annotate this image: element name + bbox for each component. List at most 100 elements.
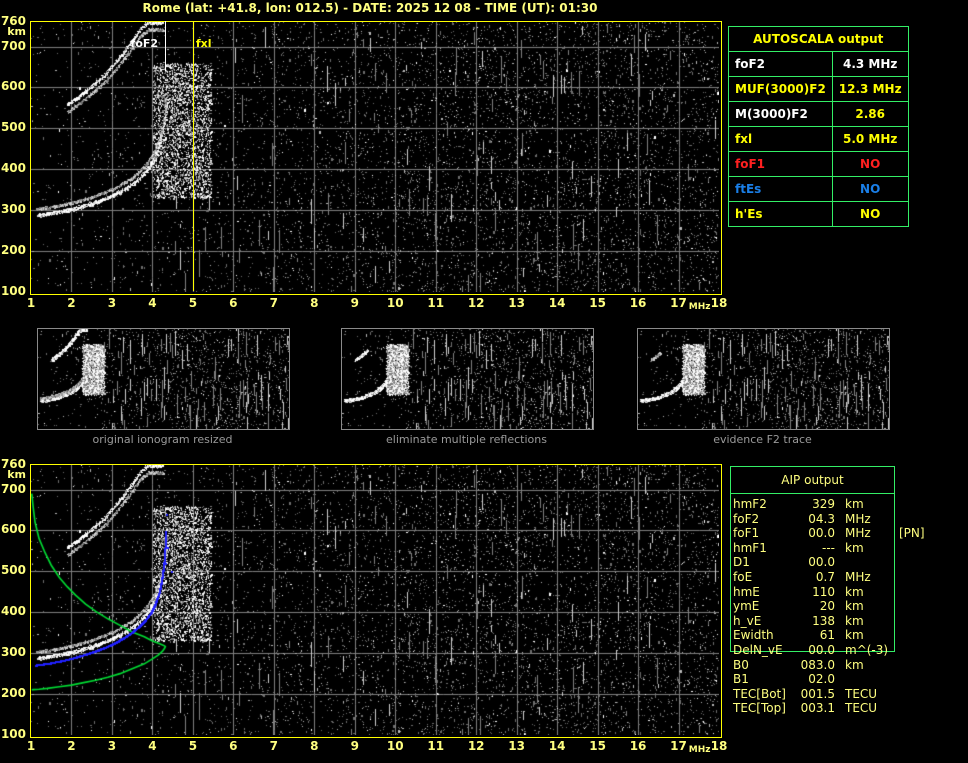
aip-value: 001.5: [800, 686, 835, 701]
x-tick-label: 3: [107, 296, 117, 310]
x-tick-label: 8: [310, 739, 319, 753]
autoscala-row: MUF(3000)F2 12.3 MHz: [728, 76, 909, 102]
autoscala-value-muf3000f2: 12.3 MHz: [831, 76, 909, 102]
aip-key: ymE: [733, 599, 760, 614]
bottom-ionogram-plot[interactable]: [30, 464, 722, 738]
autoscala-key-fof1: foF1: [728, 151, 833, 177]
aip-unit: MHz: [845, 569, 871, 584]
x-tick-label: 10: [386, 739, 404, 753]
autoscala-row: foF2 4.3 MHz: [728, 51, 909, 77]
aip-output-rows: hmF2 329 km foF2 04.3 MHz foF1 00.0 MHz [PN] hmF1 -…: [733, 497, 933, 716]
thumbnail-original-ionogram-resized[interactable]: [37, 328, 290, 430]
x-tick-label: 3: [107, 739, 117, 753]
top-ionogram-canvas[interactable]: [31, 22, 719, 292]
thumbnail-caption-0: original ionogram resized: [92, 433, 233, 446]
aip-row: foE 0.7 MHz: [733, 570, 933, 585]
aip-row: TEC[Top] 003.1 TECU: [733, 701, 933, 716]
y-tick-label: 300: [0, 645, 26, 660]
aip-value: 04.3: [808, 511, 835, 526]
x-tick-label: 17: [670, 739, 687, 753]
aip-key: foF2: [733, 511, 760, 526]
bottom-ionogram-canvas[interactable]: [31, 465, 719, 735]
autoscala-row: M(3000)F2 2.86: [728, 101, 909, 127]
thumbnail-eliminate-multiple-reflections[interactable]: [341, 328, 594, 430]
x-tick-label: 7: [269, 739, 278, 753]
aip-key: DelN_vE: [733, 642, 783, 657]
x-tick-label: 2: [67, 296, 76, 310]
autoscala-row: foF1 NO: [728, 151, 909, 177]
aip-unit: km: [845, 497, 864, 511]
x-tick-label: 1: [26, 739, 36, 753]
x-tick-label: 13: [508, 296, 525, 310]
aip-row: hmF2 329 km: [733, 497, 933, 512]
autoscala-value-ftes: NO: [831, 176, 909, 202]
autoscala-key-ftes: ftEs: [728, 176, 833, 202]
x-tick-label: 5: [188, 296, 198, 310]
bottom-ionogram-y-labels: 760 700 600 500 400 300 200 100 km: [0, 443, 28, 763]
y-tick-label: 200: [0, 243, 26, 258]
thumbnail-caption-2: evidence F2 trace: [713, 433, 812, 446]
aip-value: 003.1: [800, 701, 835, 716]
autoscala-value-fof1: NO: [831, 151, 909, 177]
aip-value: 61: [819, 628, 835, 643]
y-tick-label: 760: [0, 457, 26, 471]
x-tick-label: 10: [386, 296, 404, 310]
aip-unit: km: [845, 599, 864, 614]
aip-value: 00.0: [808, 526, 835, 541]
aip-output-header: AIP output: [730, 466, 895, 494]
y-tick-label: 600: [0, 522, 26, 537]
x-tick-label: 16: [629, 296, 647, 310]
y-tick-label: 300: [0, 202, 26, 217]
aip-row: foF1 00.0 MHz [PN]: [733, 526, 933, 541]
x-tick-label: 15: [589, 739, 606, 753]
aip-row: foF2 04.3 MHz: [733, 512, 933, 527]
autoscala-header: AUTOSCALA output: [728, 26, 909, 52]
autoscala-row: ftEs NO: [728, 176, 909, 202]
x-tick-label: 12: [467, 296, 485, 310]
x-tick-label: 16: [629, 739, 647, 753]
aip-unit: MHz: [845, 526, 871, 541]
aip-key: B1: [733, 672, 749, 687]
aip-unit: km: [845, 628, 864, 643]
aip-row: DelN_vE 00.0 m^(-3): [733, 643, 933, 658]
autoscala-output-table: AUTOSCALA output foF2 4.3 MHz MUF(3000)F2 12…: [728, 26, 909, 227]
aip-value: 0.7: [815, 569, 835, 584]
aip-value: 329: [812, 497, 835, 511]
bottom-ionogram-x-labels: 1 2 3 4 5 6 7 8 9 10 11 12 13 14 15 16 17 18 MHz: [0, 739, 740, 759]
aip-key: TEC[Bot]: [733, 686, 786, 701]
x-tick-label: 5: [188, 739, 198, 753]
y-tick-label: 400: [0, 604, 26, 619]
aip-key: hmE: [733, 584, 760, 599]
aip-key: foE: [733, 569, 753, 584]
x-tick-label: 11: [427, 296, 445, 310]
x-tick-label: 8: [310, 296, 319, 310]
top-ionogram-plot[interactable]: [30, 21, 722, 295]
thumbnail-canvas-1[interactable]: [342, 329, 593, 429]
autoscala-value-fof2: 4.3 MHz: [831, 51, 909, 77]
autoscala-key-muf3000f2: MUF(3000)F2: [728, 76, 833, 102]
aip-row: hmE 110 km: [733, 585, 933, 600]
top-ionogram-x-labels: 1 2 3 4 5 6 7 8 9 10 11 12 13 14 15 16 17 18 MHz: [0, 296, 740, 316]
aip-row: ymE 20 km: [733, 599, 933, 614]
aip-value: 138: [812, 613, 835, 628]
aip-unit: km: [845, 584, 864, 599]
thumbnail-canvas-2[interactable]: [638, 329, 889, 429]
aip-extra: [PN]: [899, 526, 925, 541]
thumbnail-caption-1: eliminate multiple reflections: [386, 433, 547, 446]
aip-value: 00.0: [808, 555, 835, 570]
thumbnail-evidence-f2-trace[interactable]: [637, 328, 890, 430]
aip-unit: TECU: [845, 686, 878, 701]
page-title: Rome (lat: +41.8, lon: 012.5) - DATE: 20…: [142, 1, 598, 15]
autoscala-key-m3000f2: M(3000)F2: [728, 101, 833, 127]
y-tick-label: 760: [0, 14, 26, 28]
aip-row: D1 00.0: [733, 555, 933, 570]
aip-value: 20: [819, 599, 835, 614]
y-tick-label: 700: [0, 481, 26, 496]
x-tick-label: 15: [589, 296, 606, 310]
autoscala-row: h'Es NO: [728, 201, 909, 227]
x-tick-label: 13: [508, 739, 525, 753]
aip-row: B0 083.0 km: [733, 658, 933, 673]
aip-unit: km: [845, 613, 864, 628]
thumbnail-canvas-0[interactable]: [38, 329, 289, 429]
x-tick-label: 2: [67, 739, 76, 753]
